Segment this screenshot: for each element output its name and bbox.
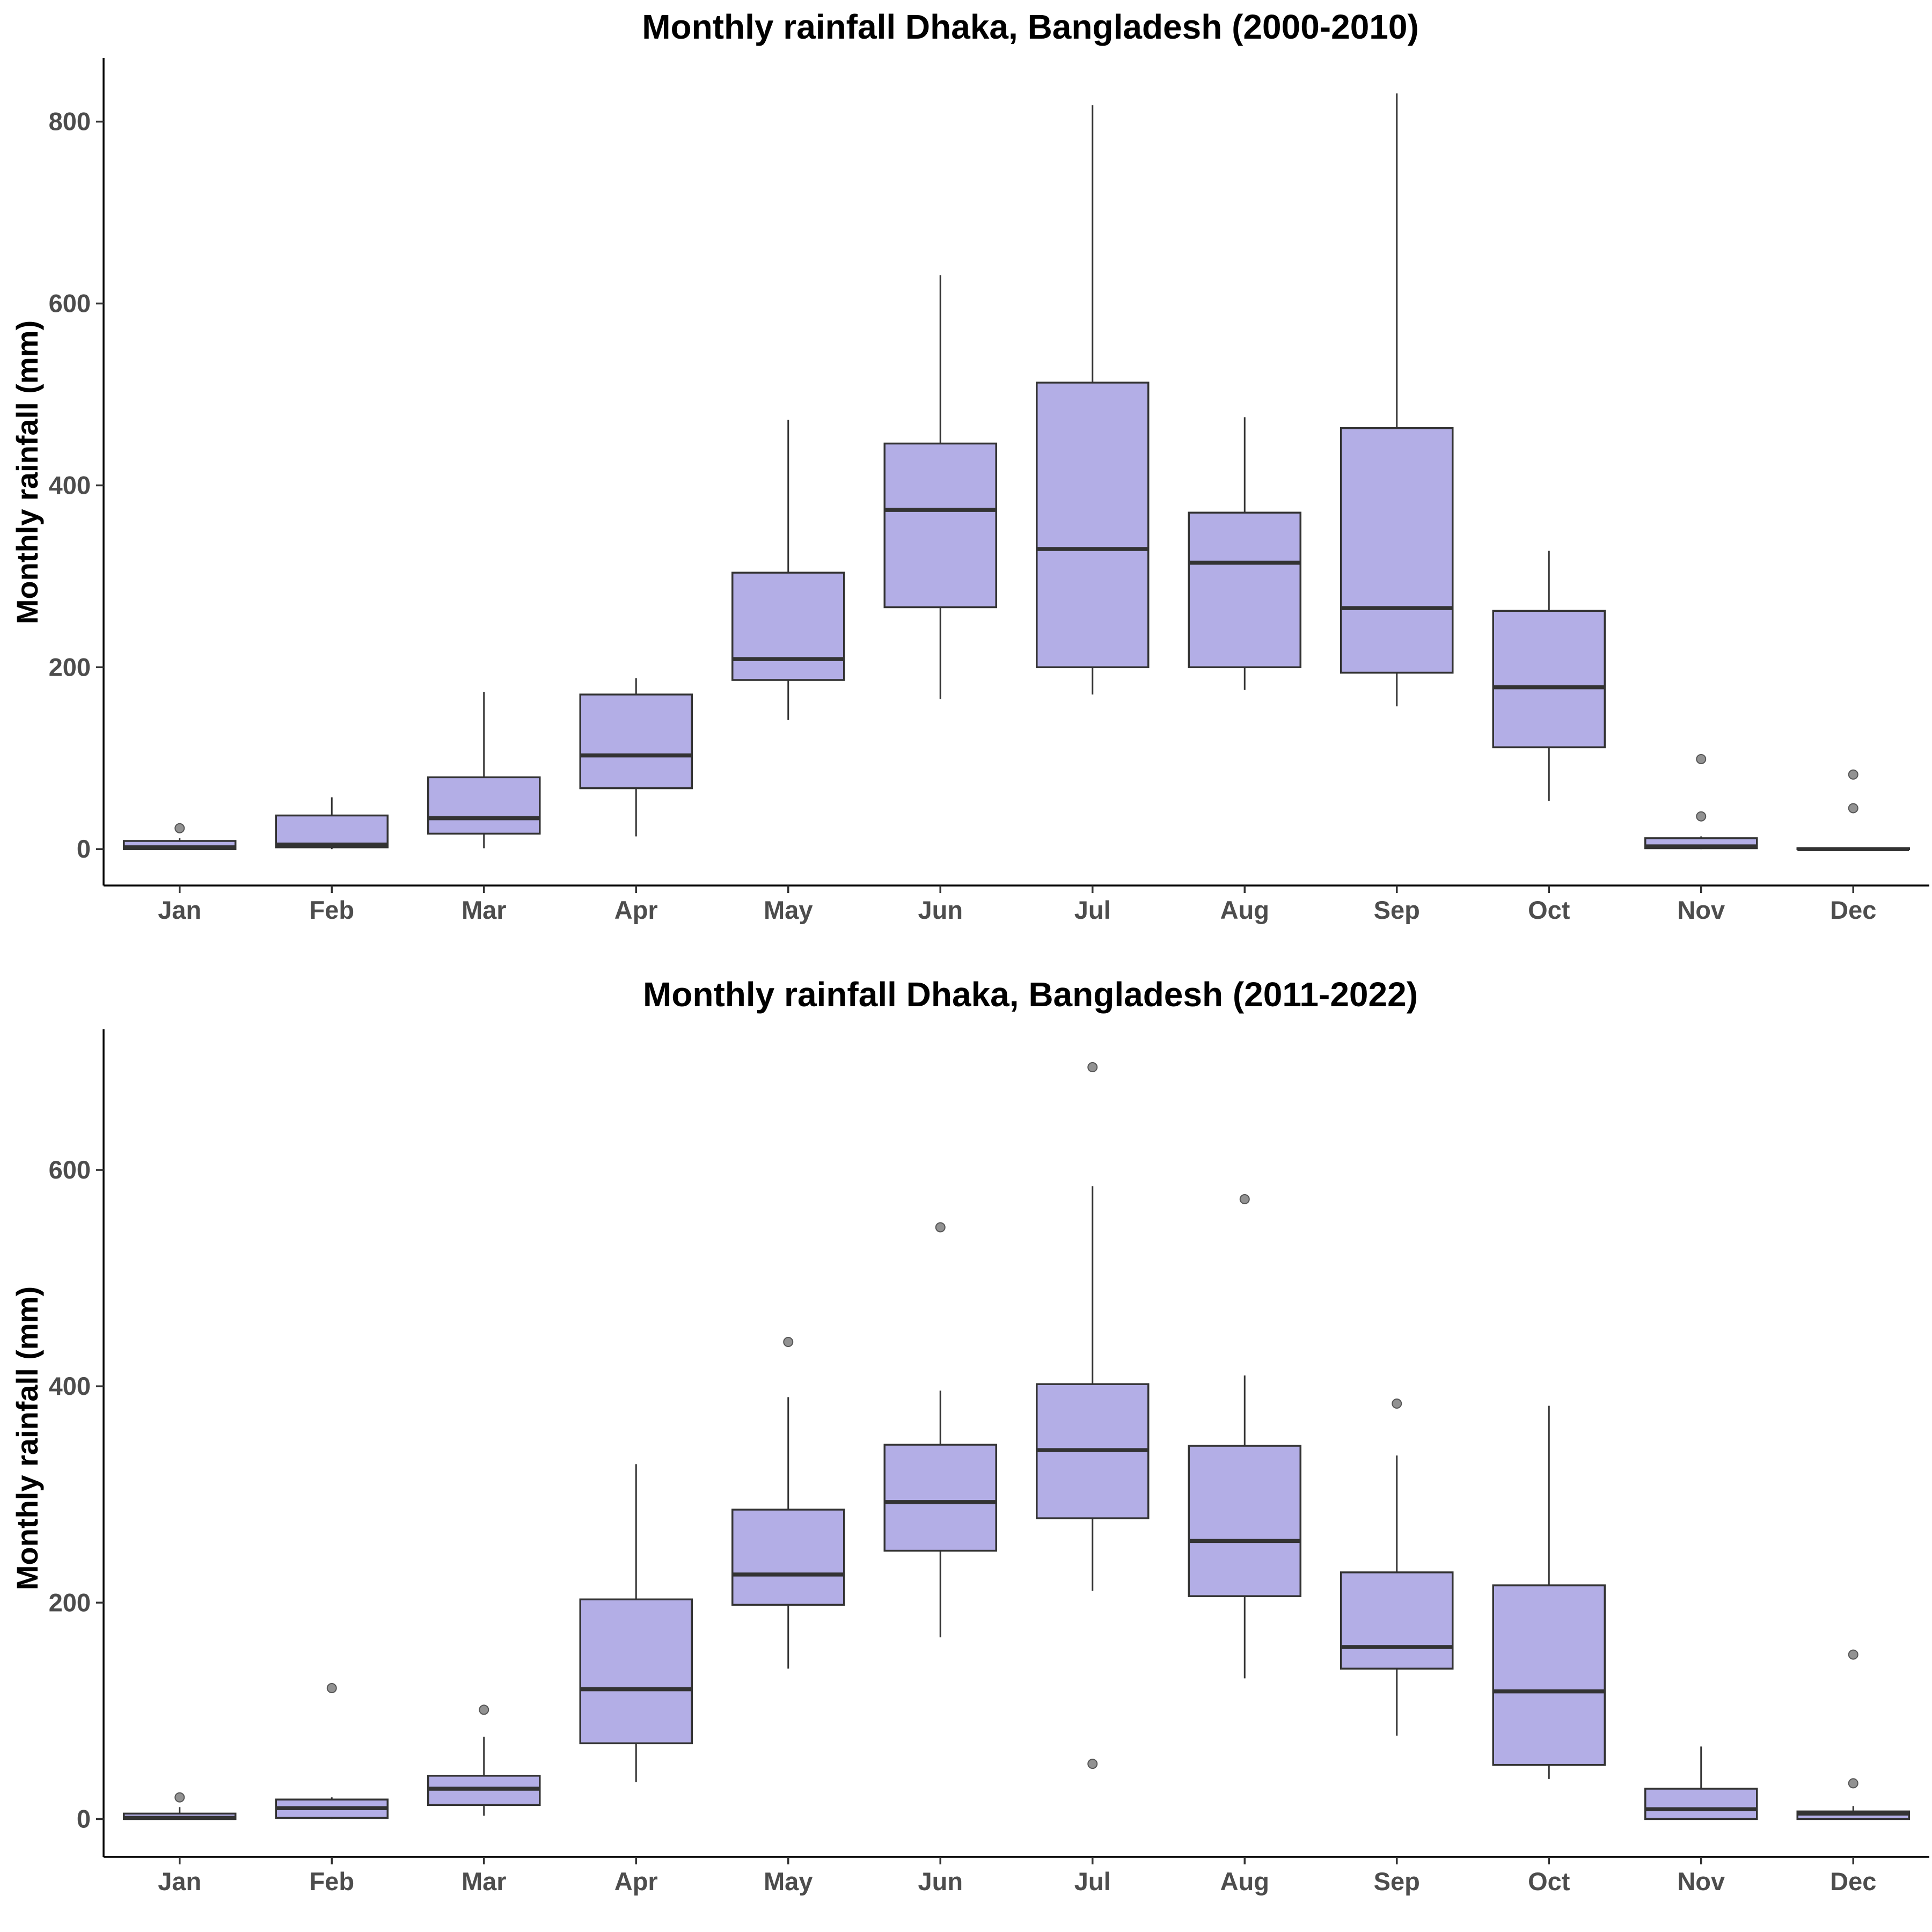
x-tick-label: Nov — [1677, 1867, 1725, 1896]
box-iqr — [427, 776, 541, 835]
outlier-point — [1848, 769, 1858, 780]
x-tick-label: Dec — [1830, 896, 1876, 924]
box-iqr — [1492, 610, 1606, 749]
x-tick-label: Jul — [1074, 896, 1111, 924]
box-jul — [1036, 1062, 1150, 1769]
plot-area: 0 200 400 600 800 Jan Feb Mar Apr May Jun Jul Aug Sep… — [49, 58, 1929, 924]
box-dec — [1796, 769, 1910, 851]
outlier-point — [326, 1683, 337, 1694]
box-apr — [579, 678, 693, 837]
outlier-point — [783, 1337, 794, 1348]
x-tick-label: Feb — [309, 896, 354, 924]
box-jun — [883, 275, 997, 699]
outlier-point — [1696, 811, 1707, 822]
box-iqr — [883, 442, 997, 609]
box-oct — [1492, 551, 1606, 801]
x-tick-label: Oct — [1528, 1867, 1570, 1896]
box-jan — [123, 823, 237, 850]
y-tick-label: 0 — [77, 1804, 91, 1833]
box-dec — [1796, 1649, 1910, 1820]
outlier-point — [1848, 803, 1858, 814]
box-jan — [123, 1792, 237, 1820]
box-nov — [1644, 753, 1758, 850]
outlier-point — [174, 823, 185, 833]
outlier-point — [174, 1792, 185, 1803]
outlier-point — [1087, 1062, 1098, 1073]
x-tick-label: Oct — [1528, 896, 1570, 924]
x-tick-label: May — [764, 1867, 813, 1896]
x-tick-label: Jun — [918, 1867, 963, 1896]
outlier-point — [1087, 1759, 1098, 1769]
box-iqr — [1492, 1584, 1606, 1766]
box-oct — [1492, 1406, 1606, 1779]
box-iqr — [883, 1444, 997, 1552]
y-axis-title: Monthly rainfall (mm) — [10, 1286, 44, 1590]
box-nov — [1644, 1746, 1758, 1820]
x-tick-label: Nov — [1677, 896, 1725, 924]
box-iqr — [579, 1598, 693, 1745]
x-tick-label: Apr — [614, 1867, 658, 1896]
x-tick-label: Dec — [1830, 1867, 1876, 1896]
x-tick-label: Aug — [1220, 896, 1269, 924]
x-tick-label: Apr — [614, 896, 658, 924]
y-tick-label: 800 — [49, 107, 91, 136]
box-iqr — [1340, 1571, 1454, 1670]
outlier-point — [1848, 1649, 1858, 1660]
outlier-point — [935, 1222, 946, 1233]
box-iqr — [1340, 427, 1454, 674]
y-tick-label: 400 — [49, 1372, 91, 1400]
y-tick-label: 600 — [49, 289, 91, 318]
outlier-point — [1696, 753, 1707, 764]
x-tick-label: Feb — [309, 1867, 354, 1896]
chart-panel-2011-2022: Monthly rainfall Dhaka, Bangladesh (2011… — [10, 975, 1929, 1896]
chart-title: Monthly rainfall Dhaka, Bangladesh (2000… — [642, 8, 1419, 46]
plot-area: 0 200 400 600 Jan Feb Mar Apr May Jun Jul Aug Sep Oct… — [49, 1029, 1929, 1896]
box-sep — [1340, 93, 1454, 707]
box-iqr — [1644, 1788, 1758, 1820]
box-apr — [579, 1464, 693, 1782]
chart-title: Monthly rainfall Dhaka, Bangladesh (2011… — [643, 975, 1418, 1014]
box-iqr — [579, 693, 693, 789]
chart-panel-2000-2010: Monthly rainfall Dhaka, Bangladesh (2000… — [10, 8, 1929, 924]
x-tick-label: Sep — [1374, 1867, 1420, 1896]
outlier-point — [1239, 1194, 1250, 1204]
box-aug — [1188, 1194, 1301, 1679]
x-tick-label: Jan — [158, 896, 201, 924]
x-tick-label: Jan — [158, 1867, 201, 1896]
y-tick-label: 200 — [49, 1588, 91, 1616]
box-iqr — [1188, 511, 1301, 669]
outlier-point — [479, 1704, 489, 1715]
outlier-point — [1848, 1778, 1858, 1789]
box-may — [731, 1337, 845, 1669]
box-iqr — [275, 814, 389, 848]
x-tick-label: May — [764, 896, 813, 924]
x-tick-label: Aug — [1220, 1867, 1269, 1896]
y-tick-label: 600 — [49, 1155, 91, 1184]
x-tick-label: Sep — [1374, 896, 1420, 924]
box-may — [731, 420, 845, 720]
box-sep — [1340, 1398, 1454, 1736]
box-jul — [1036, 105, 1150, 695]
box-iqr — [731, 572, 845, 681]
x-tick-label: Mar — [462, 896, 507, 924]
box-jun — [883, 1222, 997, 1637]
box-iqr — [1188, 1445, 1301, 1597]
box-feb — [275, 1683, 389, 1819]
y-axis-title: Monthly rainfall (mm) — [10, 320, 44, 624]
y-tick-label: 0 — [77, 835, 91, 863]
y-tick-label: 200 — [49, 653, 91, 681]
x-tick-label: Jul — [1074, 1867, 1111, 1896]
outlier-point — [1392, 1398, 1402, 1409]
box-mar — [427, 1704, 541, 1816]
x-tick-label: Jun — [918, 896, 963, 924]
x-tick-label: Mar — [462, 1867, 507, 1896]
box-aug — [1188, 417, 1301, 690]
box-feb — [275, 797, 389, 850]
box-mar — [427, 692, 541, 848]
box-iqr — [731, 1509, 845, 1606]
box-iqr — [1036, 382, 1150, 669]
y-tick-label: 400 — [49, 471, 91, 499]
